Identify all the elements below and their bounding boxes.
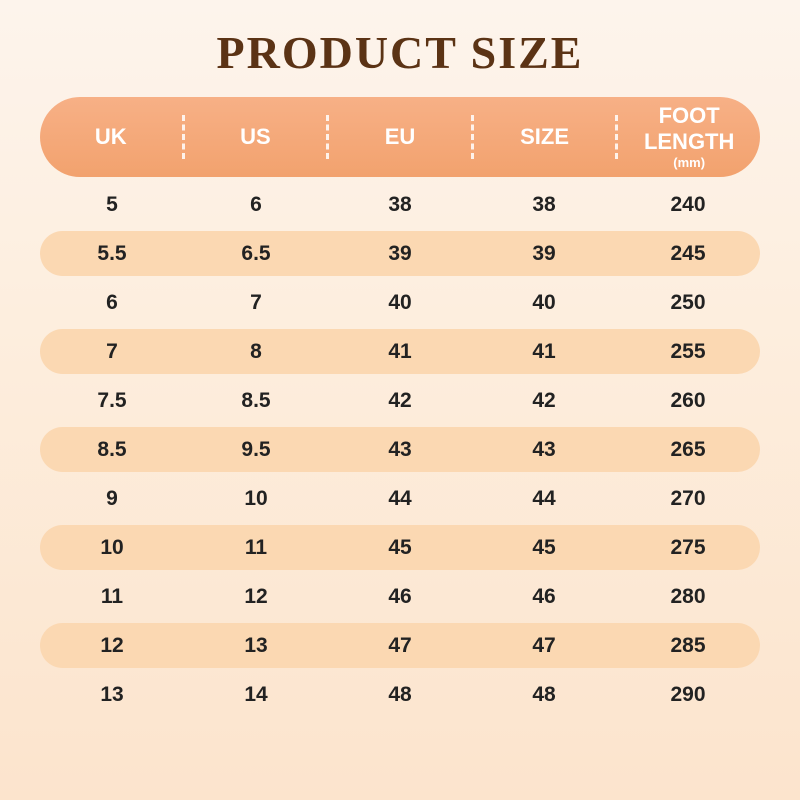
- table-row: 6 7 40 40 250: [40, 280, 760, 325]
- size-cell: 45: [388, 535, 412, 559]
- table-row: 5.5 6.5 39 39 245: [40, 231, 760, 276]
- size-cell: 6.5: [241, 241, 271, 265]
- size-cell: 7: [250, 290, 262, 314]
- header-divider: [615, 115, 619, 159]
- size-cell: 13: [244, 633, 268, 657]
- size-cell: 11: [100, 584, 124, 608]
- size-cell: 5.5: [97, 241, 127, 265]
- size-cell: 38: [532, 192, 556, 216]
- size-cell: 10: [100, 535, 124, 559]
- size-cell: 43: [532, 437, 556, 461]
- header-foot-length: FOOT LENGTH (mm): [618, 103, 760, 171]
- size-cell: 8.5: [97, 437, 127, 461]
- size-cell: 14: [244, 682, 268, 706]
- size-table-body: 5 6 38 38 240 5.5 6.5 39 39 245 6 7 40 40 250 7 8 41 41 255…: [40, 182, 760, 717]
- size-cell: 12: [244, 584, 268, 608]
- header-eu: EU: [384, 124, 416, 150]
- size-cell: 7.5: [97, 388, 127, 412]
- header-us: US: [240, 124, 271, 150]
- size-cell: 275: [670, 535, 706, 559]
- size-cell: 280: [670, 584, 706, 608]
- header-foot-length-unit: (mm): [673, 154, 706, 170]
- size-cell: 265: [670, 437, 706, 461]
- size-cell: 7: [106, 339, 118, 363]
- table-header-row: UK US EU SIZE FOOT LENGTH (mm): [40, 97, 760, 177]
- size-cell: 8.5: [241, 388, 271, 412]
- size-cell: 240: [670, 192, 706, 216]
- size-cell: 40: [532, 290, 556, 314]
- size-cell: 9.5: [241, 437, 271, 461]
- header-divider: [470, 115, 474, 159]
- size-cell: 39: [388, 241, 412, 265]
- table-row: 7 8 41 41 255: [40, 329, 760, 374]
- size-cell: 260: [670, 388, 706, 412]
- size-cell: 47: [388, 633, 412, 657]
- header-divider: [326, 115, 330, 159]
- size-cell: 42: [532, 388, 556, 412]
- header-divider: [181, 115, 185, 159]
- size-cell: 245: [670, 241, 706, 265]
- size-cell: 6: [250, 192, 262, 216]
- size-cell: 8: [250, 339, 262, 363]
- size-table: UK US EU SIZE FOOT LENGTH (mm) 5 6 38 38 240…: [40, 97, 760, 717]
- size-cell: 9: [106, 486, 118, 510]
- page-title: PRODUCT SIZE: [216, 27, 584, 78]
- table-row: 7.5 8.5 42 42 260: [40, 378, 760, 423]
- size-cell: 44: [532, 486, 556, 510]
- table-row: 9 10 44 44 270: [40, 476, 760, 521]
- size-cell: 43: [388, 437, 412, 461]
- size-cell: 46: [388, 584, 412, 608]
- size-cell: 47: [532, 633, 556, 657]
- size-cell: 46: [532, 584, 556, 608]
- table-row: 12 13 47 47 285: [40, 623, 760, 668]
- size-cell: 255: [670, 339, 706, 363]
- size-cell: 250: [670, 290, 706, 314]
- size-cell: 285: [670, 633, 706, 657]
- size-cell: 40: [388, 290, 412, 314]
- table-row: 13 14 48 48 290: [40, 672, 760, 717]
- size-cell: 270: [670, 486, 706, 510]
- size-cell: 11: [244, 535, 268, 559]
- size-cell: 13: [100, 682, 124, 706]
- size-cell: 39: [532, 241, 556, 265]
- size-cell: 12: [100, 633, 124, 657]
- header-foot-length-label: FOOT LENGTH: [643, 103, 735, 154]
- size-cell: 45: [532, 535, 556, 559]
- table-row: 5 6 38 38 240: [40, 182, 760, 227]
- table-row: 10 11 45 45 275: [40, 525, 760, 570]
- size-cell: 41: [532, 339, 556, 363]
- size-cell: 48: [532, 682, 556, 706]
- size-cell: 42: [388, 388, 412, 412]
- table-row: 8.5 9.5 43 43 265: [40, 427, 760, 472]
- size-cell: 48: [388, 682, 412, 706]
- size-cell: 10: [244, 486, 268, 510]
- size-cell: 5: [106, 192, 118, 216]
- header-uk: UK: [94, 124, 127, 150]
- header-size: SIZE: [520, 124, 570, 150]
- size-cell: 6: [106, 290, 118, 314]
- size-cell: 38: [388, 192, 412, 216]
- size-cell: 290: [670, 682, 706, 706]
- size-cell: 44: [388, 486, 412, 510]
- table-row: 11 12 46 46 280: [40, 574, 760, 619]
- size-cell: 41: [388, 339, 412, 363]
